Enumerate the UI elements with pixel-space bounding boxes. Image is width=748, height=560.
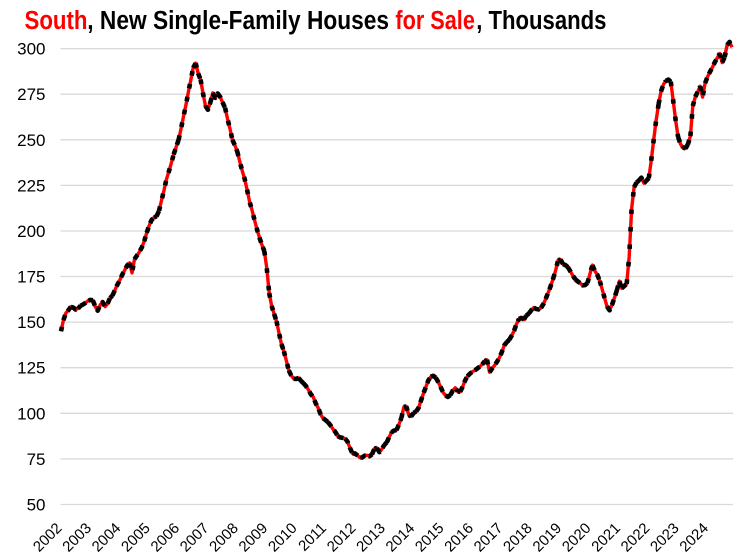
svg-text:South: South	[25, 7, 88, 35]
svg-text:50: 50	[27, 496, 46, 515]
svg-text:225: 225	[17, 176, 45, 195]
svg-text:200: 200	[17, 222, 45, 241]
svg-text:, New Single-Family Houses: , New Single-Family Houses	[87, 7, 389, 35]
svg-text:100: 100	[17, 404, 45, 423]
svg-text:175: 175	[17, 268, 45, 287]
svg-text:300: 300	[17, 40, 45, 59]
svg-text:for Sale: for Sale	[395, 7, 475, 35]
svg-text:, Thousands: , Thousands	[476, 7, 606, 35]
svg-text:150: 150	[17, 313, 45, 332]
svg-text:275: 275	[17, 85, 45, 104]
svg-text:125: 125	[17, 359, 45, 378]
svg-text:75: 75	[27, 450, 46, 469]
svg-text:250: 250	[17, 131, 45, 150]
